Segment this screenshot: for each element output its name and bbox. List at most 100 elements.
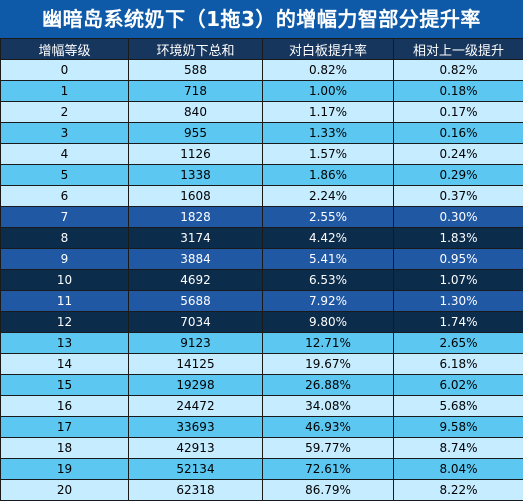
cell-total: 19298 [129, 375, 263, 396]
cell-vs-prev: 8.74% [394, 438, 523, 459]
cell-vs-base: 6.53% [263, 270, 394, 291]
cell-vs-base: 1.17% [263, 102, 394, 123]
cell-level: 5 [1, 165, 129, 186]
header-vs-prev: 相对上一级提升 [394, 39, 523, 60]
cell-total: 24472 [129, 396, 263, 417]
cell-total: 62318 [129, 480, 263, 501]
cell-vs-base: 19.67% [263, 354, 394, 375]
cell-vs-prev: 0.18% [394, 81, 523, 102]
cell-vs-prev: 0.95% [394, 249, 523, 270]
cell-vs-prev: 8.22% [394, 480, 523, 501]
cell-total: 7034 [129, 312, 263, 333]
cell-total: 9123 [129, 333, 263, 354]
cell-vs-base: 0.82% [263, 60, 394, 81]
cell-vs-base: 2.55% [263, 207, 394, 228]
cell-vs-prev: 0.17% [394, 102, 523, 123]
cell-level: 1 [1, 81, 129, 102]
cell-level: 14 [1, 354, 129, 375]
cell-level: 15 [1, 375, 129, 396]
cell-total: 5688 [129, 291, 263, 312]
cell-total: 1828 [129, 207, 263, 228]
cell-vs-prev: 5.68% [394, 396, 523, 417]
cell-vs-base: 5.41% [263, 249, 394, 270]
cell-vs-prev: 0.16% [394, 123, 523, 144]
cell-vs-base: 4.42% [263, 228, 394, 249]
cell-vs-prev: 6.18% [394, 354, 523, 375]
cell-vs-base: 1.86% [263, 165, 394, 186]
cell-level: 20 [1, 480, 129, 501]
cell-vs-prev: 0.29% [394, 165, 523, 186]
cell-total: 1338 [129, 165, 263, 186]
cell-total: 1608 [129, 186, 263, 207]
header-vs-base: 对白板提升率 [263, 39, 394, 60]
cell-vs-base: 2.24% [263, 186, 394, 207]
cell-vs-prev: 1.83% [394, 228, 523, 249]
cell-vs-base: 59.77% [263, 438, 394, 459]
cell-vs-base: 12.71% [263, 333, 394, 354]
cell-total: 52134 [129, 459, 263, 480]
cell-vs-prev: 1.74% [394, 312, 523, 333]
header-level: 增幅等级 [1, 39, 129, 60]
cell-vs-base: 9.80% [263, 312, 394, 333]
cell-vs-prev: 0.30% [394, 207, 523, 228]
cell-level: 10 [1, 270, 129, 291]
cell-level: 4 [1, 144, 129, 165]
cell-level: 12 [1, 312, 129, 333]
cell-level: 7 [1, 207, 129, 228]
cell-total: 1126 [129, 144, 263, 165]
cell-level: 18 [1, 438, 129, 459]
cell-level: 2 [1, 102, 129, 123]
cell-vs-base: 26.88% [263, 375, 394, 396]
cell-vs-base: 1.00% [263, 81, 394, 102]
cell-level: 0 [1, 60, 129, 81]
cell-total: 840 [129, 102, 263, 123]
cell-vs-base: 86.79% [263, 480, 394, 501]
cell-total: 588 [129, 60, 263, 81]
cell-vs-prev: 8.04% [394, 459, 523, 480]
cell-vs-prev: 0.82% [394, 60, 523, 81]
cell-vs-prev: 9.58% [394, 417, 523, 438]
cell-vs-prev: 1.07% [394, 270, 523, 291]
cell-level: 19 [1, 459, 129, 480]
cell-level: 11 [1, 291, 129, 312]
cell-total: 4692 [129, 270, 263, 291]
cell-vs-base: 34.08% [263, 396, 394, 417]
cell-vs-base: 72.61% [263, 459, 394, 480]
cell-vs-base: 1.57% [263, 144, 394, 165]
cell-vs-prev: 6.02% [394, 375, 523, 396]
cell-vs-base: 46.93% [263, 417, 394, 438]
cell-vs-prev: 0.37% [394, 186, 523, 207]
cell-total: 955 [129, 123, 263, 144]
cell-level: 9 [1, 249, 129, 270]
cell-vs-prev: 2.65% [394, 333, 523, 354]
cell-level: 3 [1, 123, 129, 144]
cell-level: 17 [1, 417, 129, 438]
header-row: 增幅等级 环境奶下总和 对白板提升率 相对上一级提升 [1, 39, 523, 60]
page-title: 幽暗岛系统奶下（1拖3）的增幅力智部分提升率 [0, 0, 523, 38]
cell-level: 13 [1, 333, 129, 354]
cell-level: 6 [1, 186, 129, 207]
cell-total: 33693 [129, 417, 263, 438]
cell-level: 16 [1, 396, 129, 417]
cell-level: 8 [1, 228, 129, 249]
cell-total: 42913 [129, 438, 263, 459]
